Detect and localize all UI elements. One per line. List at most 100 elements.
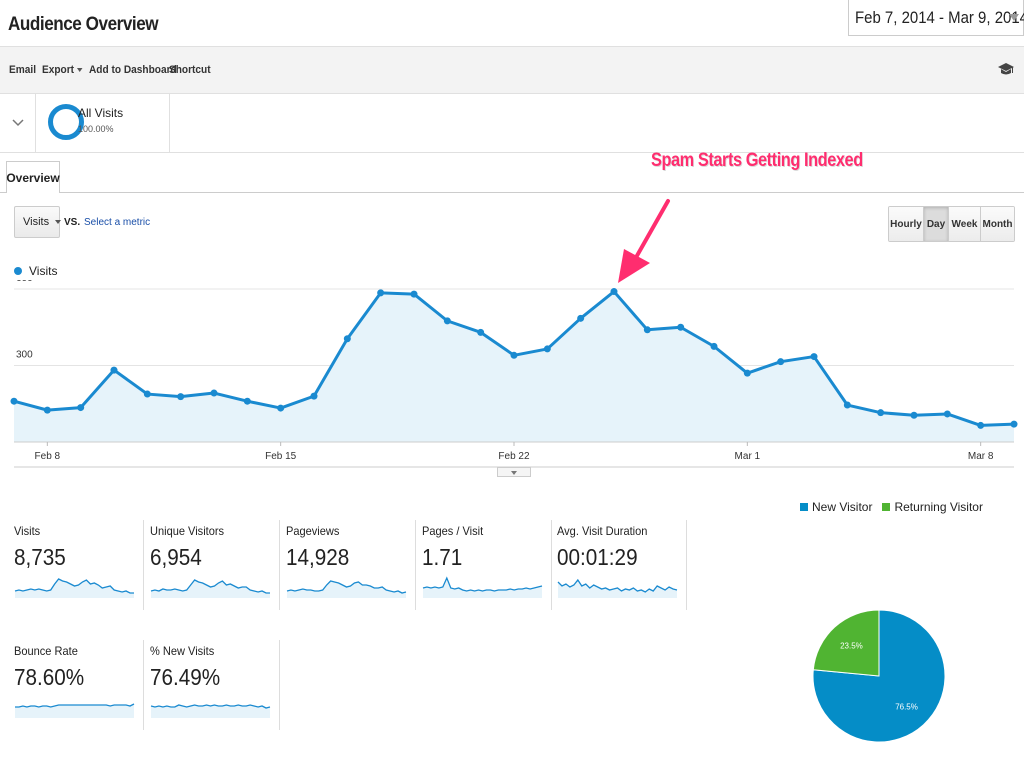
data-point: [77, 404, 85, 412]
data-point: [510, 351, 518, 359]
metric-card-pages-per-visit[interactable]: Pages / Visit 1.71: [422, 520, 552, 610]
select-metric-link[interactable]: Select a metric: [84, 217, 151, 228]
metric-label: Pageviews: [286, 524, 340, 538]
x-tick-label: Feb 15: [265, 451, 297, 462]
metric-card-unique-visitors[interactable]: Unique Visitors 6,954: [150, 520, 280, 610]
graduation-cap-icon[interactable]: [998, 61, 1014, 77]
data-point: [810, 353, 818, 361]
data-point: [143, 390, 151, 398]
tab-divider: [0, 192, 1024, 193]
segment-ring-icon: [48, 104, 84, 140]
sparkline: [422, 576, 543, 598]
metric-card-avg-visit-duration[interactable]: Avg. Visit Duration 00:01:29: [557, 520, 687, 610]
data-point: [110, 366, 118, 374]
shortcut-button[interactable]: Shortcut: [169, 64, 211, 76]
sparkline-area: [423, 578, 542, 598]
metric-label: Bounce Rate: [14, 644, 78, 658]
pie-slice-label: 23.5%: [840, 642, 863, 651]
visitor-pie-chart: 76.5% 23.5%: [812, 609, 946, 743]
granularity-month-button[interactable]: Month: [981, 207, 1014, 241]
data-point: [710, 342, 718, 350]
sparkline-line: [150, 579, 270, 594]
metric-label: Pages / Visit: [422, 524, 484, 538]
legend-label-returning: Returning Visitor: [894, 500, 983, 514]
legend-swatch-new: [800, 503, 808, 511]
granularity-group: Hourly Day Week Month: [888, 206, 1015, 242]
metric-label: % New Visits: [150, 644, 215, 658]
data-point: [610, 288, 618, 296]
data-point: [910, 411, 918, 419]
sparkline-area: [558, 580, 677, 598]
legend-marker: [14, 267, 22, 275]
add-to-dashboard-button[interactable]: Add to Dashboard: [89, 64, 177, 76]
segment-row: All Visits 100.00%: [0, 94, 1024, 153]
sparkline: [150, 579, 270, 598]
data-point: [677, 323, 685, 331]
pie-slice: [812, 609, 946, 743]
segment-percent: 100.00%: [78, 124, 114, 134]
metric-card-bounce-rate[interactable]: Bounce Rate 78.60%: [14, 640, 144, 730]
area-fill: [14, 291, 1014, 442]
metric-label: Visits: [14, 524, 41, 538]
granularity-week-button[interactable]: Week: [949, 207, 981, 241]
legend-label: Visits: [29, 264, 58, 278]
metric-label: Avg. Visit Duration: [557, 524, 648, 538]
email-button[interactable]: Email: [9, 64, 37, 76]
data-point: [777, 358, 785, 366]
data-point: [643, 326, 651, 334]
metric-card-pageviews[interactable]: Pageviews 14,928: [286, 520, 416, 610]
data-point: [310, 392, 318, 400]
sparkline-area: [151, 705, 270, 718]
x-tick-label: Feb 22: [498, 451, 530, 462]
legend-label-new: New Visitor: [812, 500, 873, 514]
data-point: [843, 401, 851, 409]
x-tick-label: Mar 1: [735, 451, 761, 462]
data-point: [877, 409, 885, 417]
data-point: [277, 404, 285, 412]
date-range-picker[interactable]: Feb 7, 2014 - Mar 9, 2014: [848, 0, 1024, 36]
caret-down-icon: [76, 68, 83, 73]
metric-card-new-visits[interactable]: % New Visits 76.49%: [150, 640, 280, 730]
chevron-down-icon: [11, 119, 24, 127]
sparkline: [150, 704, 271, 718]
data-point: [210, 389, 218, 397]
sparkline: [14, 578, 134, 598]
metric-value: 78.60%: [14, 664, 85, 690]
data-point: [10, 397, 18, 405]
sparkline-line: [286, 580, 407, 594]
metric-select-label: Visits: [23, 216, 50, 228]
x-tick-label: Mar 8: [968, 451, 994, 462]
granularity-day-button[interactable]: Day: [924, 207, 949, 241]
segment-all-visits[interactable]: All Visits 100.00%: [36, 94, 170, 152]
export-button[interactable]: Export: [42, 64, 83, 76]
granularity-hourly-button[interactable]: Hourly: [889, 207, 924, 241]
data-point: [443, 317, 451, 325]
sparkline-line: [150, 704, 271, 709]
metric-value: 1.71: [422, 544, 463, 570]
data-point: [43, 406, 51, 414]
y-tick-label: 600: [16, 280, 33, 284]
toolbar: Email Export Add to Dashboard Shortcut: [0, 46, 1024, 94]
chart-collapse-handle[interactable]: [497, 467, 531, 477]
metric-card-visits[interactable]: Visits 8,735: [14, 520, 144, 610]
annotation-arrow-icon: [618, 199, 670, 283]
metric-select[interactable]: Visits: [14, 206, 62, 238]
sparkline-line: [15, 703, 135, 708]
y-tick-label: 300: [16, 350, 33, 361]
x-tick-label: Feb 8: [35, 451, 61, 462]
data-point: [543, 345, 551, 353]
sparkline-area: [15, 704, 134, 718]
caret-down-icon: [55, 220, 62, 224]
pie-legend: New Visitor Returning Visitor: [800, 500, 983, 514]
data-point: [243, 397, 251, 405]
data-point: [377, 289, 385, 297]
data-point: [177, 393, 185, 401]
data-point: [477, 328, 485, 336]
segment-toggle-button[interactable]: [0, 94, 36, 152]
data-point: [977, 421, 985, 429]
annotation-text: Spam Starts Getting Indexed: [651, 150, 863, 171]
sparkline-area: [287, 581, 406, 598]
pie-slice-label: 76.5%: [895, 702, 918, 711]
vs-label: VS.: [64, 217, 81, 228]
tab-overview[interactable]: Overview: [6, 161, 60, 193]
